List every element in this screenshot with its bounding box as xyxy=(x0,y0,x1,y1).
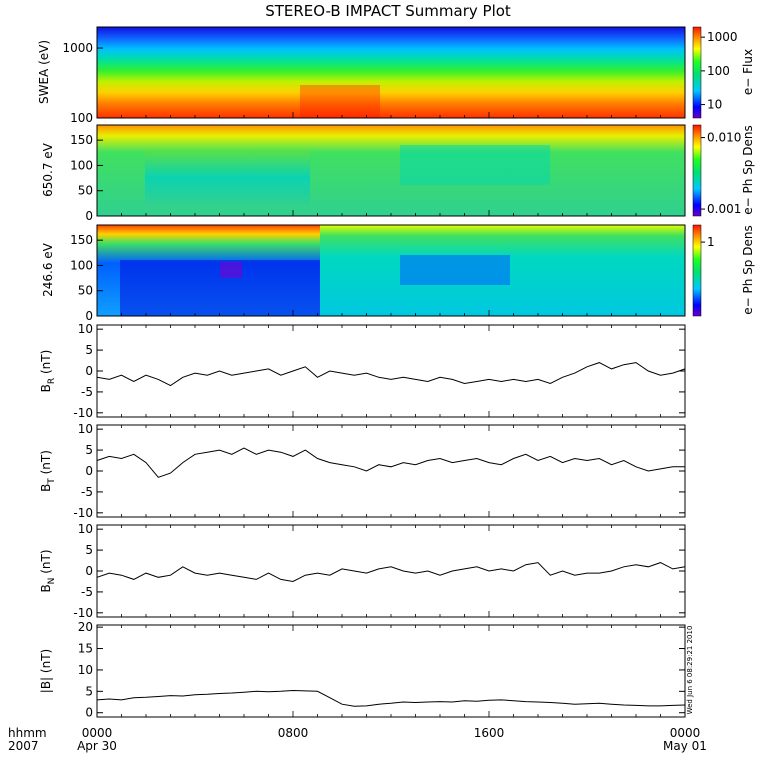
pa246-spectrogram-panel: 246.6 eV 0 50 100 150 1 e− Ph Sp Dens xyxy=(41,224,755,323)
plot-title: STEREO-B IMPACT Summary Plot xyxy=(265,2,511,20)
br-ylabel-unit: (nT) xyxy=(39,350,53,378)
pa650-ylabel: 650.7 eV xyxy=(41,142,55,197)
pa650-yticks: 0 50 100 150 xyxy=(70,133,686,223)
bn-frame xyxy=(96,524,686,618)
bn-ytick-label: 0 xyxy=(85,564,93,578)
colorbar-tick-label: 0.001 xyxy=(707,202,741,216)
spectrogram-ytick-label: 0 xyxy=(85,209,93,223)
pa650-colorbar-label: e− Ph Sp Dens xyxy=(741,125,755,214)
colorbar-tick-label: 1 xyxy=(707,235,715,249)
pa650-dip-region xyxy=(145,150,310,205)
time-tick-date: May 01 xyxy=(663,739,707,753)
pa246-yticks: 0 50 100 150 xyxy=(70,233,686,323)
bn-ylabel-sub: N xyxy=(47,578,57,585)
spectrogram-ytick-label: 100 xyxy=(70,111,93,125)
br-ytick-label: -10 xyxy=(73,406,93,420)
br-frame xyxy=(96,324,686,418)
bt-ytick-label: 10 xyxy=(78,422,93,436)
bn-series-line xyxy=(96,562,686,583)
bt-ylabel-unit: (nT) xyxy=(39,450,53,478)
bt-ylabel-main: B xyxy=(39,484,53,492)
bt-ylabel-sub: T xyxy=(47,478,57,485)
pa650-colorbar-ticks: 0.001 0.010 xyxy=(701,131,741,216)
bn-ytick-label: 5 xyxy=(85,543,93,557)
plot-timestamp: Wed Jun 6 08:29:21 2010 xyxy=(686,626,694,715)
pa246-colorbar-label: e− Ph Sp Dens xyxy=(741,225,755,314)
bn-ylabel: BN (nT) xyxy=(39,549,57,592)
bmag-ylabel: |B| (nT) xyxy=(39,649,53,693)
spectrogram-ytick-label: 1000 xyxy=(62,41,93,55)
swea-yticks: 100 1000 xyxy=(62,41,686,125)
swea-spectrogram-panel: SWEA (eV) 100 1000 10 100 1000 e− Flux xyxy=(37,26,755,125)
bt-panel: -10 -5 0 5 10 BT (nT) xyxy=(39,422,686,520)
spectrogram-ytick-label: 100 xyxy=(70,158,93,172)
time-tick-label: 0000 xyxy=(82,726,113,740)
pa650-spectrogram-panel: 650.7 eV 0 50 100 150 0.001 0.010 e− Ph Sp D… xyxy=(41,124,755,223)
swea-colorbar xyxy=(692,26,702,119)
bmag-frame xyxy=(96,624,686,718)
br-ytick-label: 10 xyxy=(78,322,93,336)
time-axis-row1-label: hhmm xyxy=(8,726,47,740)
pa246-purple-patch xyxy=(220,262,242,278)
colorbar-tick-label: 10 xyxy=(707,98,722,112)
bt-frame xyxy=(96,424,686,518)
bn-ytick-label: 10 xyxy=(78,522,93,536)
colorbar-tick-label: 100 xyxy=(707,64,730,78)
swea-spectrogram-image xyxy=(97,27,685,118)
swea-colorbar-label: e− Flux xyxy=(741,49,755,95)
spectrogram-ytick-label: 50 xyxy=(78,184,93,198)
bt-ytick-label: -5 xyxy=(81,485,93,499)
br-ylabel-sub: R xyxy=(47,378,57,384)
spectrogram-ytick-label: 150 xyxy=(70,233,93,247)
time-tick-label: 0000 xyxy=(670,726,701,740)
spectrogram-ytick-label: 100 xyxy=(70,258,93,272)
time-tick-date: Apr 30 xyxy=(77,739,117,753)
bt-ytick-label: -10 xyxy=(73,506,93,520)
colorbar-tick-label: 1000 xyxy=(707,30,738,44)
spectrogram-ytick-label: 0 xyxy=(85,309,93,323)
swea-colorbar-ticks: 10 100 1000 xyxy=(701,30,738,112)
bn-ylabel-main: B xyxy=(39,584,53,592)
br-ylabel-main: B xyxy=(39,384,53,392)
bn-panel: -10 -5 0 5 10 BN (nT) xyxy=(39,522,686,620)
bmag-panel: 0 5 10 15 20 |B| (nT) xyxy=(39,620,686,720)
time-tick-label: 1600 xyxy=(474,726,505,740)
bmag-ytick-label: 20 xyxy=(78,620,93,634)
br-ytick-label: -5 xyxy=(81,385,93,399)
bt-series-line xyxy=(96,447,685,478)
bt-ylabel: BT (nT) xyxy=(39,450,57,492)
swea-enhancement xyxy=(300,85,380,118)
bmag-series-line xyxy=(96,689,686,707)
pa246-colorbar xyxy=(692,224,702,317)
bmag-ytick-label: 0 xyxy=(85,706,93,720)
pa246-ylabel: 246.6 eV xyxy=(41,242,55,297)
br-series-line xyxy=(96,362,686,387)
spectrogram-ytick-label: 150 xyxy=(70,133,93,147)
colorbar-tick-label: 0.010 xyxy=(707,131,741,145)
br-ytick-label: 0 xyxy=(85,364,93,378)
pa246-colorbar-ticks: 1 xyxy=(701,235,715,249)
spectrogram-ytick-label: 50 xyxy=(78,284,93,298)
bn-ytick-label: -10 xyxy=(73,606,93,620)
br-panel: -10 -5 0 5 10 BR (nT) xyxy=(39,322,686,420)
bmag-ytick-label: 5 xyxy=(85,684,93,698)
bn-ytick-label: -5 xyxy=(81,585,93,599)
time-tick-label: 0800 xyxy=(278,726,309,740)
bmag-ytick-label: 10 xyxy=(78,663,93,677)
bt-ytick-label: 0 xyxy=(85,464,93,478)
swea-ylabel: SWEA (eV) xyxy=(37,40,51,104)
br-ytick-label: 5 xyxy=(85,343,93,357)
pa650-colorbar xyxy=(692,124,702,217)
pa246-blue-patch xyxy=(400,255,510,285)
bn-ylabel-unit: (nT) xyxy=(39,549,53,577)
pa650-dip-region-right xyxy=(400,145,550,185)
bmag-ytick-label: 15 xyxy=(78,642,93,656)
time-axis-row2-label: 2007 xyxy=(8,739,39,753)
br-ylabel: BR (nT) xyxy=(39,350,57,393)
bt-ytick-label: 5 xyxy=(85,443,93,457)
